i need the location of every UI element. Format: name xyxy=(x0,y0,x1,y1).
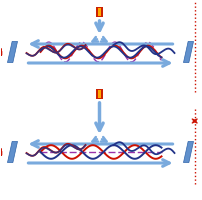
Bar xyxy=(97,90,101,98)
Bar xyxy=(97,8,101,16)
Polygon shape xyxy=(183,141,193,163)
Polygon shape xyxy=(7,41,17,63)
Polygon shape xyxy=(7,141,17,163)
Bar xyxy=(96,89,102,99)
Bar xyxy=(96,7,102,17)
Polygon shape xyxy=(183,41,193,63)
